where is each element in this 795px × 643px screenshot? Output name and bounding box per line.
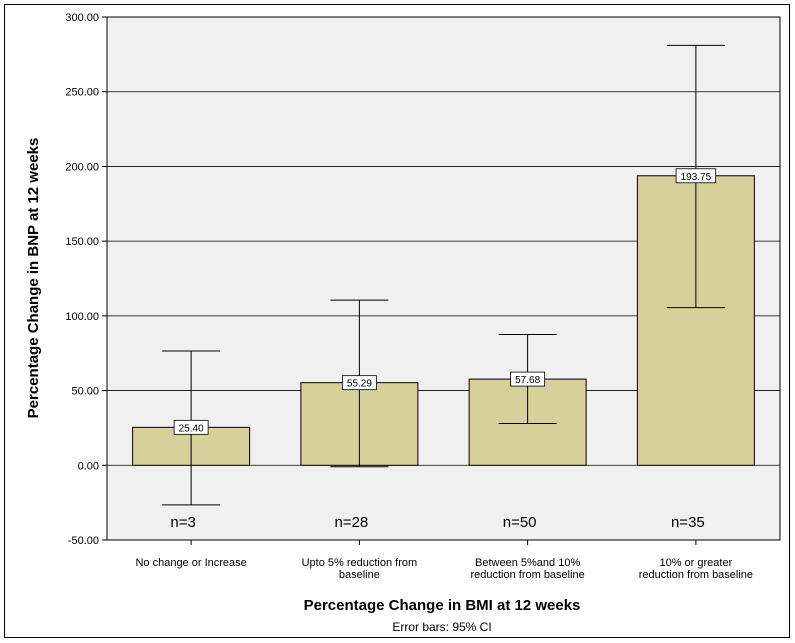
data-label-box bbox=[341, 375, 377, 391]
n-label: n=35 bbox=[671, 514, 705, 531]
data-label-box bbox=[173, 419, 209, 435]
y-tick-label: 200.00 bbox=[65, 161, 99, 173]
footnote: Error bars: 95% CI bbox=[392, 620, 491, 634]
x-tick-label: Upto 5% reduction from bbox=[302, 557, 418, 569]
data-label: 55.29 bbox=[347, 379, 372, 390]
y-axis-title: Percentage Change in BNP at 12 weeks bbox=[25, 138, 42, 419]
data-label: 57.68 bbox=[515, 375, 540, 386]
n-label: n=3 bbox=[170, 514, 195, 531]
x-tick-label: reduction from baseline bbox=[470, 569, 584, 581]
x-tick-label: reduction from baseline bbox=[639, 569, 753, 581]
y-tick-label: 0.00 bbox=[78, 460, 99, 472]
y-tick-label: 50.00 bbox=[71, 386, 99, 398]
x-tick-label: 10% or greater bbox=[659, 557, 732, 569]
data-label-box bbox=[675, 168, 717, 184]
n-label: n=28 bbox=[334, 514, 368, 531]
y-tick-label: 100.00 bbox=[65, 311, 99, 323]
y-tick-label: -50.00 bbox=[68, 535, 99, 547]
data-label-box bbox=[510, 371, 546, 387]
n-label: n=50 bbox=[503, 514, 537, 531]
data-label: 25.40 bbox=[179, 423, 204, 434]
y-tick-label: 250.00 bbox=[65, 87, 99, 99]
x-tick-label: Between 5%and 10% bbox=[475, 557, 580, 569]
y-tick-label: 150.00 bbox=[65, 236, 99, 248]
x-tick-label: No change or Increase bbox=[135, 557, 246, 569]
y-tick-label: 300.00 bbox=[65, 12, 99, 24]
data-label: 193.75 bbox=[681, 172, 712, 183]
x-axis-title: Percentage Change in BMI at 12 weeks bbox=[304, 597, 581, 614]
x-tick-label: baseline bbox=[339, 569, 380, 581]
